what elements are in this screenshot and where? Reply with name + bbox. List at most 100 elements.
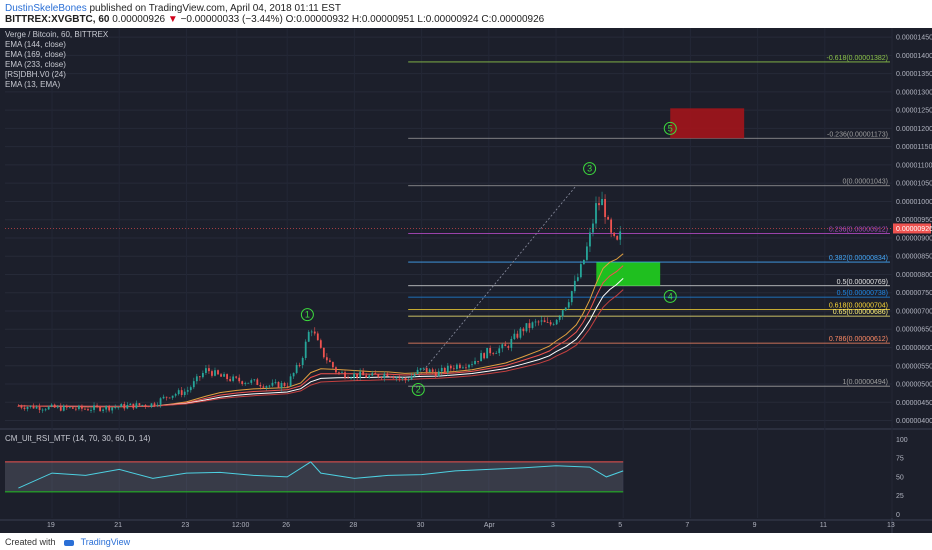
candle-body [546, 322, 549, 323]
candle-body [244, 383, 247, 385]
published-text: published on TradingView.com, April 04, … [89, 3, 341, 14]
chart-area[interactable]: 0.00001450 0.00001400 0.00001350 0.00001300… [0, 28, 932, 533]
candle-body [401, 378, 404, 379]
candle-body [561, 310, 564, 317]
x-tick-label: 13 [887, 522, 895, 529]
candle-body [465, 367, 467, 369]
candle-body [477, 360, 479, 362]
tradingview-logo-icon [64, 539, 75, 546]
candle-body [201, 372, 204, 378]
y-tick-label: 0.00001250 [896, 108, 932, 115]
y-tick-label: 0.00001200 [896, 126, 932, 133]
wave-label-circle [411, 382, 425, 396]
legend-ema-144: EMA (144, close) [5, 40, 66, 49]
candle-body [528, 323, 531, 328]
chart-svg[interactable]: 0.00001450 0.00001400 0.00001350 0.00001300… [0, 28, 932, 533]
candle-body [319, 340, 322, 348]
candle-body [41, 409, 44, 411]
y-tick-label: 0.00000850 [896, 254, 932, 261]
candle-body [32, 405, 35, 409]
x-tick-label: 3 [551, 522, 555, 529]
candle-body [256, 379, 259, 386]
candle-body [519, 328, 522, 338]
y-tick-label: 0.00001300 [896, 89, 932, 96]
candle-body [513, 333, 516, 339]
candle-body [598, 203, 600, 206]
author-link[interactable]: DustinSkeleBones [5, 3, 87, 14]
candle-body [123, 403, 126, 409]
candle-body [84, 408, 86, 410]
candle-body [165, 396, 168, 398]
candle-body [195, 376, 198, 382]
candle-body [398, 377, 401, 379]
fib-level-label: 1(0.00000494) [842, 379, 888, 386]
candle-body [141, 404, 144, 406]
candle-body [192, 381, 195, 388]
candle-body [344, 372, 346, 378]
candle-body [374, 373, 377, 375]
candle-body [223, 374, 225, 377]
y-tick-label: 0.00000900 [896, 235, 932, 242]
ema-line [18, 265, 624, 408]
candle-body [434, 371, 437, 377]
candle-body [359, 371, 362, 378]
candle-body [156, 404, 159, 406]
candle-body [407, 379, 410, 381]
last-price: 0.00000926 [112, 14, 166, 25]
candle-body [362, 371, 365, 376]
candle-body [468, 364, 470, 368]
candle-body [486, 347, 489, 359]
last-price-tag [893, 223, 931, 234]
y-tick-label: 0.00001000 [896, 199, 932, 206]
x-tick-label: 11 [820, 522, 827, 529]
candle-body [356, 373, 359, 378]
candle-body [332, 362, 334, 368]
candle-body [555, 319, 558, 325]
candle-body [59, 406, 62, 411]
candle-body [50, 404, 53, 407]
candle-body [90, 409, 92, 411]
candle-body [522, 328, 525, 332]
candle-body [377, 374, 380, 378]
candle-body [235, 376, 238, 378]
candle-body [135, 403, 138, 409]
x-tick-label: 26 [282, 522, 290, 529]
candle-body [570, 291, 573, 303]
candle-body [310, 331, 313, 333]
created-with: Created with [5, 537, 56, 547]
candle-body [589, 232, 591, 247]
indicator-legend: Verge / Bitcoin, 60, BITTREX EMA (144, c… [5, 30, 108, 90]
candle-body [180, 390, 183, 395]
x-tick-label: Apr [484, 522, 496, 529]
candle-body [65, 405, 68, 408]
y-tick-label: 0.00000750 [896, 290, 932, 297]
candle-body [440, 367, 443, 372]
candle-body [74, 408, 77, 410]
rsi-y-tick-label: 0 [896, 512, 900, 519]
candle-body [419, 368, 422, 370]
last-price-label: 0.00000926 [896, 226, 932, 233]
rsi-y-tick-label: 100 [896, 437, 908, 444]
price-change: −0.00000033 (−3.44%) [180, 14, 283, 25]
candle-body [516, 333, 519, 338]
candle-body [474, 360, 476, 365]
candle-body [271, 382, 274, 386]
candle-body [558, 316, 561, 320]
candle-body [455, 364, 458, 369]
rsi-y-tick-label: 75 [896, 456, 904, 463]
candle-body [265, 386, 268, 388]
candle-body [96, 405, 98, 407]
publish-header: DustinSkeleBones published on TradingVie… [0, 0, 932, 30]
tradingview-link[interactable]: TradingView [80, 537, 131, 547]
candle-body [47, 406, 50, 410]
y-tick-label: 0.00001350 [896, 71, 932, 78]
candle-body [214, 370, 216, 376]
candle-body [71, 407, 74, 409]
candle-body [262, 386, 265, 388]
fib-level-label: 0.786(0.00000612) [829, 336, 888, 343]
candle-body [162, 396, 165, 399]
rsi-line [18, 461, 624, 489]
fib-level-label: -0.236(0.00001173) [827, 131, 888, 138]
candle-body [105, 405, 108, 410]
rsi-title: CM_Ult_RSI_MTF (14, 70, 30, 60, D, 14) [5, 434, 151, 443]
